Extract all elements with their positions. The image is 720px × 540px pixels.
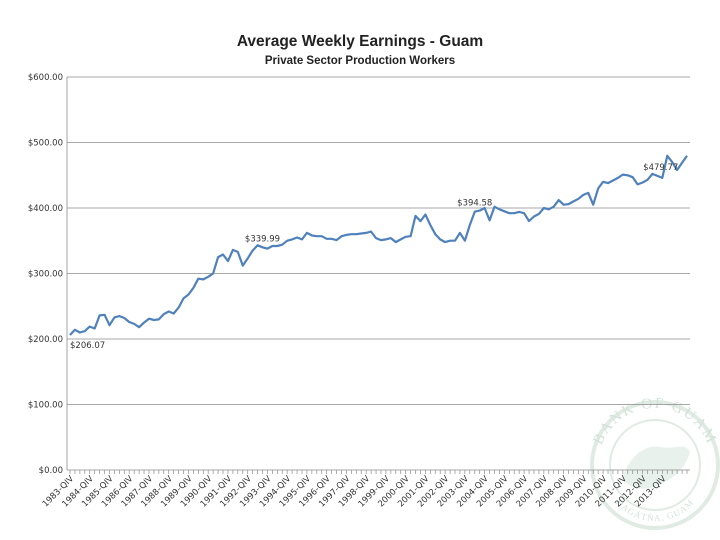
y-axis: $0.00 $100.00 $200.00 $300.00 $400.00 $500.00… bbox=[28, 73, 68, 476]
chart-subtitle: Private Sector Production Workers bbox=[265, 55, 455, 67]
data-label: $394.58 bbox=[457, 199, 492, 209]
chart-title: Average Weekly Earnings - Guam bbox=[237, 33, 483, 50]
data-label: $206.07 bbox=[70, 341, 105, 351]
annotations: $206.07 $339.99 $394.58 $479.77 bbox=[70, 163, 678, 351]
series-layer bbox=[69, 154, 688, 336]
y-tick-label: $100.00 bbox=[28, 401, 63, 411]
x-axis: 1983-QIV1984-QIV1985-QIV1986-QIV1987-QIV… bbox=[41, 470, 688, 509]
series-line bbox=[69, 154, 688, 336]
y-tick-label: $300.00 bbox=[28, 270, 63, 280]
y-tick-label: $500.00 bbox=[28, 139, 63, 149]
svg-text:BANK OF GUAM: BANK OF GUAM bbox=[590, 396, 719, 447]
y-tick-label: $400.00 bbox=[28, 204, 63, 214]
grid-lines bbox=[67, 76, 690, 471]
data-label: $479.77 bbox=[643, 163, 678, 173]
y-tick-label: $200.00 bbox=[28, 335, 63, 345]
bank-of-guam-seal-watermark: BANK OF GUAM HAGÅTÑA, GUAM bbox=[590, 396, 720, 530]
y-tick-label: $0.00 bbox=[39, 466, 63, 476]
data-label: $339.99 bbox=[245, 234, 280, 244]
y-tick-label: $600.00 bbox=[28, 73, 63, 83]
